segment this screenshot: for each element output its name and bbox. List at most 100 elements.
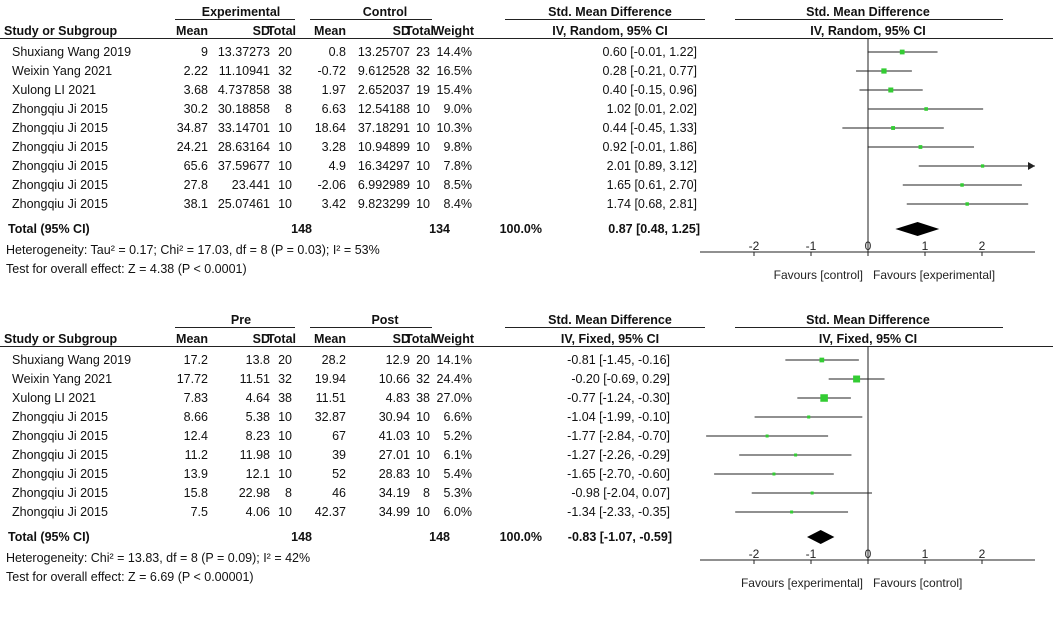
col-header-study: Study or Subgroup [4,332,118,346]
study-total2: 10 [416,429,430,443]
study-mean1: 24.21 [176,140,208,154]
header-rule-group2 [310,327,432,328]
study-total1: 10 [278,178,292,192]
study-ci: 2.01 [0.89, 3.12] [606,159,697,173]
study-point-estimate [960,183,964,187]
header-rule-main [0,346,1053,347]
study-weight: 9.0% [443,102,473,116]
study-sd1: 13.37273 [217,45,270,59]
study-mean2: 52 [332,467,346,481]
study-name: Zhongqiu Ji 2015 [12,140,108,154]
forest-panel-random: Experimental Control Std. Mean Difference S… [0,0,1053,300]
study-total2: 23 [416,45,430,59]
study-sd1: 23.441 [231,178,270,192]
study-point-estimate [765,434,769,438]
study-total2: 19 [416,83,430,97]
study-ci: -0.20 [-0.69, 0.29] [571,372,670,386]
study-sd1: 28.63164 [217,140,270,154]
total-n2: 148 [429,530,450,544]
study-point-estimate [790,510,794,514]
plot-header: Std. Mean Difference [806,313,930,327]
study-sd2: 10.94899 [357,140,410,154]
study-sd2: 10.66 [378,372,410,386]
study-sd2: 16.34297 [357,159,410,173]
effect-subheader: IV, Fixed, 95% CI [560,332,660,346]
study-mean1: 30.2 [183,102,208,116]
study-sd1: 25.07461 [217,197,270,211]
study-sd1: 11.10941 [218,64,270,78]
col-header-weight: Weight [432,332,474,346]
total-weight: 100.0% [499,222,542,236]
study-name: Zhongqiu Ji 2015 [12,505,108,519]
study-weight: 14.1% [436,353,472,367]
study-name: Zhongqiu Ji 2015 [12,159,108,173]
overall-effect-text: Test for overall effect: Z = 6.69 (P < 0… [6,570,254,584]
study-sd2: 13.25707 [357,45,410,59]
study-name: Zhongqiu Ji 2015 [12,102,108,116]
study-total1: 32 [278,372,292,386]
study-sd1: 11.51 [239,372,270,386]
col-header-mean1: Mean [176,332,208,346]
study-mean2: 39 [332,448,346,462]
study-total2: 8 [423,486,430,500]
study-mean1: 15.8 [183,486,208,500]
col-header-mean2: Mean [314,332,346,346]
study-ci: -1.27 [-2.26, -0.29] [567,448,670,462]
study-point-estimate [820,394,828,402]
x-axis-tick-label: -1 [806,239,817,253]
x-axis-tick-label: 1 [922,239,929,253]
col-header-sd1: SD [252,332,270,346]
study-name: Zhongqiu Ji 2015 [12,467,108,481]
study-sd1: 5.38 [245,410,270,424]
header-rule-plot [735,327,1003,328]
favours-left-label: Favours [control] [774,268,863,282]
group-header-2: Control [362,5,408,19]
study-total1: 10 [278,429,292,443]
study-total1: 10 [278,140,292,154]
heterogeneity-text: Heterogeneity: Tau² = 0.17; Chi² = 17.03… [6,243,380,257]
study-mean2: 46 [332,486,346,500]
total-label: Total (95% CI) [8,222,90,236]
study-point-estimate [810,491,814,495]
study-total1: 20 [278,353,292,367]
study-sd2: 34.99 [378,505,410,519]
study-total2: 10 [416,197,430,211]
study-point-estimate [924,107,928,111]
x-axis-tick-label: 0 [865,547,872,561]
study-ci: -0.81 [-1.45, -0.16] [567,353,670,367]
study-ci: 0.28 [-0.21, 0.77] [602,64,697,78]
study-name: Zhongqiu Ji 2015 [12,197,108,211]
study-total1: 10 [278,121,292,135]
study-point-estimate [965,202,969,206]
header-rule-group1 [175,327,295,328]
study-mean1: 8.66 [183,410,208,424]
study-point-estimate [881,68,887,74]
forest-panel-fixed: Pre Post Std. Mean Difference Std. Mean Dif… [0,308,1053,618]
study-name: Weixin Yang 2021 [12,372,113,386]
study-sd2: 9.823299 [357,197,410,211]
study-total2: 32 [416,64,430,78]
study-ci: 0.44 [-0.45, 1.33] [602,121,697,135]
study-weight: 5.3% [443,486,473,500]
study-sd1: 12.1 [245,467,270,481]
study-total2: 10 [416,448,430,462]
study-weight: 6.0% [443,505,473,519]
study-mean1: 12.4 [183,429,208,443]
x-axis-tick-label: 2 [979,547,986,561]
study-weight: 27.0% [436,391,472,405]
study-ci: -0.77 [-1.24, -0.30] [567,391,670,405]
total-label: Total (95% CI) [8,530,90,544]
study-sd2: 4.83 [385,391,410,405]
study-point-estimate [807,415,811,419]
study-ci: -0.98 [-2.04, 0.07] [571,486,670,500]
study-mean1: 27.8 [183,178,208,192]
study-name: Zhongqiu Ji 2015 [12,410,108,424]
study-sd2: 9.612528 [357,64,410,78]
study-total1: 32 [278,64,292,78]
study-mean1: 9 [201,45,208,59]
study-sd1: 22.98 [238,486,270,500]
heterogeneity-text: Heterogeneity: Chi² = 13.83, df = 8 (P =… [6,551,311,565]
forest-plot: -2 -1 0 1 2 Favours [control] Favours [experim… [700,38,1035,282]
study-mean2: 67 [332,429,346,443]
study-mean1: 34.87 [176,121,208,135]
